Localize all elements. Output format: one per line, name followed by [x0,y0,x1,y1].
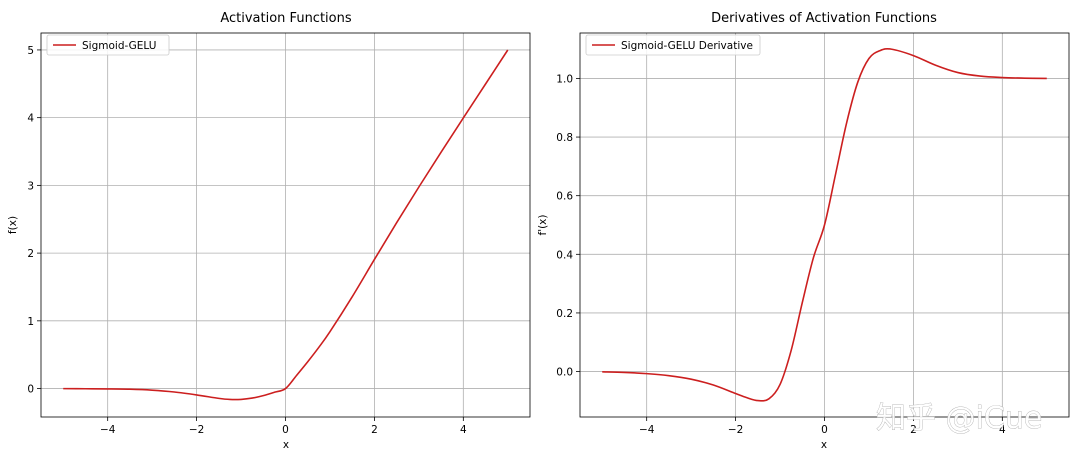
y-tick-label: 1.0 [556,73,573,85]
y-axis-label: f'(x) [537,215,549,236]
legend-label: Sigmoid-GELU Derivative [621,40,753,52]
x-tick-label: −2 [728,424,743,436]
legend-frame [585,34,761,56]
series-line [63,49,509,401]
y-tick-label: 3 [27,180,34,192]
y-tick-label: 0.8 [556,132,573,144]
watermark-text: 知乎 @iCue [876,401,1042,436]
x-tick-label: 4 [999,424,1006,436]
chart-title: Derivatives of Activation Functions [711,11,937,26]
x-tick-label: −4 [100,424,116,436]
y-tick-label: 0.4 [556,249,573,261]
y-tick-label: 0.6 [556,191,573,203]
x-tick-label: 0 [821,424,828,436]
chart-title: Activation Functions [220,11,352,26]
y-tick-label: 0.2 [556,308,573,320]
x-tick-label: 2 [371,424,378,436]
legend: Sigmoid-GELU Derivative [585,34,761,56]
x-tick-label: −2 [189,424,204,436]
y-tick-label: 5 [27,45,34,57]
y-tick-label: 4 [27,113,34,125]
x-axis-label: x [821,439,827,451]
y-tick-label: 1 [27,316,34,328]
y-axis-label: f(x) [7,216,19,234]
legend: Sigmoid-GELU [46,34,170,56]
x-tick-label: −4 [639,424,655,436]
y-tick-label: 0.0 [556,367,573,379]
activation-chart-panel: Activation Functions −4 −2 0 2 4 0 1 2 3 4 5 x f(x… [7,11,531,451]
x-tick-label: 0 [282,424,289,436]
legend-frame [46,34,170,56]
y-tick-label: 2 [27,248,34,260]
x-tick-label: 4 [460,424,467,436]
y-tick-label: 0 [27,384,34,396]
derivative-chart-panel: Derivatives of Activation Functions −4 −2… [537,11,1070,451]
legend-label: Sigmoid-GELU [82,40,156,52]
x-tick-label: 2 [910,424,917,436]
series-line [602,47,1047,402]
x-axis-label: x [283,439,289,451]
